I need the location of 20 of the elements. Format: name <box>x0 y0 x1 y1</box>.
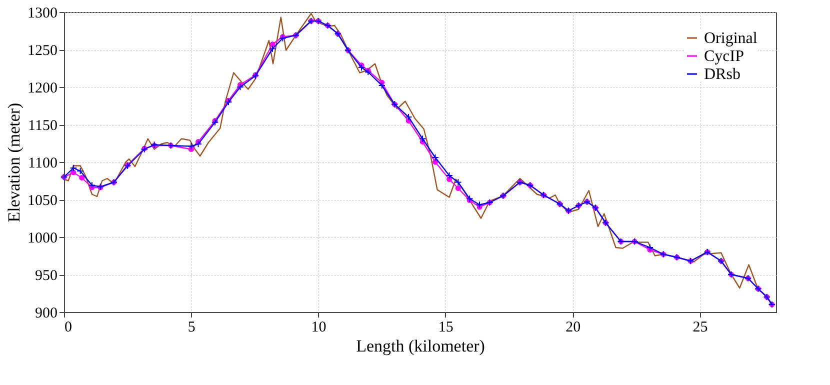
y-tick-label: 1000 <box>28 230 58 246</box>
y-tick-label: 1050 <box>28 193 58 209</box>
y-tick-label: 1100 <box>28 156 58 172</box>
y-tick-label: 1250 <box>28 43 58 59</box>
x-tick-label: 5 <box>188 320 196 336</box>
y-tick-label: 1200 <box>28 80 58 96</box>
x-tick-label: 15 <box>438 320 454 336</box>
y-tick-label: 1300 <box>28 6 58 22</box>
y-axis-title: Elevation (meter) <box>4 102 24 222</box>
legend-label: Original <box>704 30 758 47</box>
y-tick-label: 1150 <box>28 118 58 134</box>
x-tick-label: 20 <box>566 320 581 336</box>
legend-label: DRsb <box>704 66 740 83</box>
x-tick-label: 10 <box>311 320 326 336</box>
y-tick-label: 900 <box>35 306 58 322</box>
x-tick-label: 0 <box>64 320 72 336</box>
legend-label: CycIP <box>704 48 744 65</box>
x-axis-title: Length (kilometer) <box>356 336 485 356</box>
x-tick-label: 25 <box>692 320 708 336</box>
y-tick-label: 950 <box>35 268 58 284</box>
